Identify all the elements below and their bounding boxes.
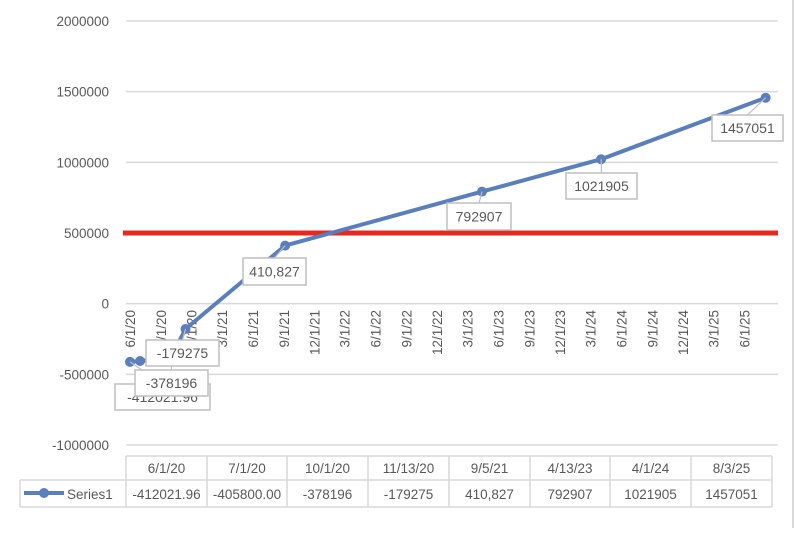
table-header-cell: 9/5/21 <box>471 461 509 476</box>
y-tick-label: 0 <box>101 297 109 312</box>
x-tick-label: 6/1/20 <box>123 310 138 348</box>
table-header-cell: 8/3/25 <box>713 461 751 476</box>
data-label: 410,827 <box>243 246 306 285</box>
table-value-cell: -405800.00 <box>213 487 281 502</box>
x-tick-label: 9/1/23 <box>522 310 537 348</box>
x-tick-label: 12/1/22 <box>430 310 445 355</box>
x-tick-label: 9/1/22 <box>400 310 415 348</box>
x-tick-label: 9/1/24 <box>646 310 661 348</box>
x-tick-label: 9/1/21 <box>277 310 292 348</box>
x-tick-label: 6/1/23 <box>491 310 506 348</box>
data-label-text: 1457051 <box>720 120 775 136</box>
table-header-cell: 7/1/20 <box>228 461 266 476</box>
table-value-cell: 1457051 <box>705 487 758 502</box>
table-header-cell: 10/1/20 <box>305 461 350 476</box>
y-tick-label: -500000 <box>59 367 109 382</box>
x-tick-label: 6/1/22 <box>369 310 384 348</box>
x-tick-label: 6/1/24 <box>615 310 630 348</box>
x-tick-label: 3/1/23 <box>461 310 476 348</box>
data-label-text: 792907 <box>456 209 503 225</box>
table-value-cell: 410,827 <box>465 487 514 502</box>
x-tick-label: 6/1/21 <box>246 310 261 348</box>
table-value-cell: -412021.96 <box>132 487 200 502</box>
y-tick-label: 1000000 <box>56 155 109 170</box>
y-tick-label: -1000000 <box>52 438 109 453</box>
x-tick-label: 12/1/24 <box>676 310 691 356</box>
y-tick-label: 1500000 <box>56 85 109 100</box>
legend-series-label: Series1 <box>67 487 113 502</box>
data-label-text: -179275 <box>157 345 209 361</box>
table-value-cell: -179275 <box>384 487 434 502</box>
x-tick-label: 3/1/25 <box>706 310 721 348</box>
data-table: 6/1/20 -412021.96 7/1/20 -405800.00 10/1/20 -… <box>20 456 772 507</box>
data-labels: -412021.96-378196-179275410,827792907102… <box>115 98 783 410</box>
legend-key-marker <box>39 488 49 498</box>
table-value-cell: 792907 <box>547 487 592 502</box>
table-header-cell: 4/13/23 <box>547 461 592 476</box>
x-tick-label: 3/1/24 <box>584 310 599 348</box>
table-header-cell: 4/1/24 <box>632 461 670 476</box>
x-tick-label: 12/1/23 <box>553 310 568 355</box>
table-header-cell: 6/1/20 <box>148 461 186 476</box>
table-header-cell: 11/13/20 <box>383 461 435 476</box>
y-axis-labels: 2000000 1500000 1000000 500000 0 -500000 -1000… <box>52 14 109 453</box>
y-tick-label: 2000000 <box>56 14 109 29</box>
x-tick-label: 6/1/25 <box>737 310 752 348</box>
data-label-text: 410,827 <box>249 264 300 280</box>
table-value-cell: 1021905 <box>624 487 677 502</box>
series1-point <box>135 356 145 366</box>
x-tick-label: 12/1/21 <box>307 310 322 355</box>
y-tick-label: 500000 <box>64 226 109 241</box>
data-label-text: 1021905 <box>574 178 629 194</box>
x-tick-label: 3/1/22 <box>338 310 353 348</box>
data-label-text: -378196 <box>146 375 198 391</box>
table-value-cell: -378196 <box>303 487 353 502</box>
